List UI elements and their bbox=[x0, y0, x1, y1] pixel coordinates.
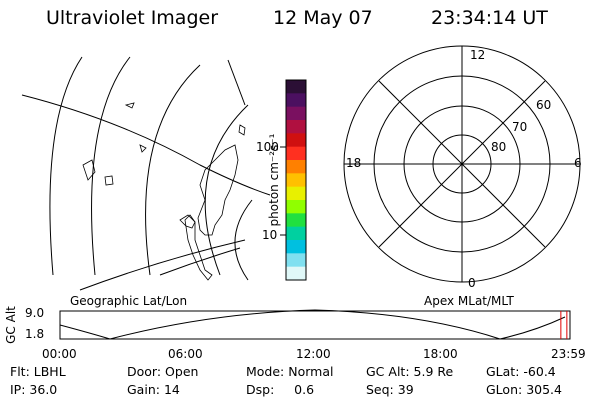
colorbar-segment bbox=[286, 80, 306, 94]
mlat-label-70: 70 bbox=[512, 120, 528, 134]
geographic-map bbox=[21, 56, 271, 291]
colorbar bbox=[286, 80, 306, 281]
colorbar-segment bbox=[286, 106, 306, 121]
timeline-xtick-3: 18:00 bbox=[423, 347, 458, 361]
status-gc-alt: GC Alt: 5.9 Re bbox=[366, 364, 454, 379]
gc-alt-curve bbox=[59, 309, 566, 340]
timeline-xtick-4: 23:59 bbox=[551, 347, 586, 361]
status-ip: IP: 36.0 bbox=[10, 382, 58, 397]
colorbar-segment bbox=[286, 173, 306, 188]
status-gain: Gain: 14 bbox=[127, 382, 180, 397]
colorbar-segment bbox=[286, 226, 306, 241]
polar-diagonal-2 bbox=[378, 80, 546, 248]
instrument-title: Ultraviolet Imager bbox=[46, 7, 219, 29]
colorbar-segment bbox=[286, 133, 306, 148]
mlat-label-80: 80 bbox=[491, 140, 507, 154]
status-door: Door: Open bbox=[127, 364, 199, 379]
timeline-xtick-0: 00:00 bbox=[42, 347, 77, 361]
colorbar-segment bbox=[286, 93, 306, 108]
colorbar-segment bbox=[286, 160, 306, 174]
geographic-panel-label: Geographic Lat/Lon bbox=[70, 294, 188, 308]
apex-polar-plot bbox=[343, 45, 581, 283]
colorbar-segment bbox=[286, 240, 306, 254]
timeline-frame bbox=[59, 310, 571, 340]
timeline-xtick-2: 12:00 bbox=[296, 347, 331, 361]
header-time: 23:34:14 UT bbox=[431, 7, 548, 29]
colorbar-frame bbox=[285, 79, 307, 281]
timeline-ytick-max: 9.0 bbox=[25, 306, 45, 320]
mlt-label-18: 18 bbox=[346, 156, 362, 170]
timeline-xtick-1: 06:00 bbox=[168, 347, 203, 361]
mlt-label-0: 0 bbox=[468, 276, 476, 290]
colorbar-segment bbox=[286, 186, 306, 201]
apex-panel-label: Apex MLat/MLT bbox=[424, 294, 514, 308]
mlt-label-12: 12 bbox=[470, 48, 486, 62]
status-filter: Flt: LBHL bbox=[10, 364, 66, 379]
colorbar-label-100: 100 bbox=[256, 140, 279, 154]
mlt-label-6: 6 bbox=[574, 156, 582, 170]
timeline-ylabel: GC Alt bbox=[4, 306, 18, 344]
status-mode: Mode: Normal bbox=[246, 364, 334, 379]
colorbar-segment bbox=[286, 200, 306, 214]
status-seq: Seq: 39 bbox=[366, 382, 414, 397]
status-glon: GLon: 305.4 bbox=[486, 382, 562, 397]
colorbar-segment bbox=[286, 266, 306, 281]
status-glat: GLat: -60.4 bbox=[486, 364, 556, 379]
header-date: 12 May 07 bbox=[273, 7, 373, 29]
colorbar-unit-label: photon cm⁻²s⁻¹ bbox=[267, 133, 281, 227]
colorbar-segment bbox=[286, 146, 306, 161]
timeline-ytick-min: 1.8 bbox=[25, 327, 45, 341]
colorbar-segment bbox=[286, 120, 306, 134]
colorbar-segment bbox=[286, 213, 306, 228]
status-dsp: Dsp: 0.6 bbox=[246, 382, 315, 397]
colorbar-label-10: 10 bbox=[262, 228, 278, 242]
timeline-plot bbox=[59, 309, 571, 340]
colorbar-segment bbox=[286, 253, 306, 268]
mlat-label-60: 60 bbox=[536, 98, 552, 112]
coastlines bbox=[82, 102, 246, 281]
